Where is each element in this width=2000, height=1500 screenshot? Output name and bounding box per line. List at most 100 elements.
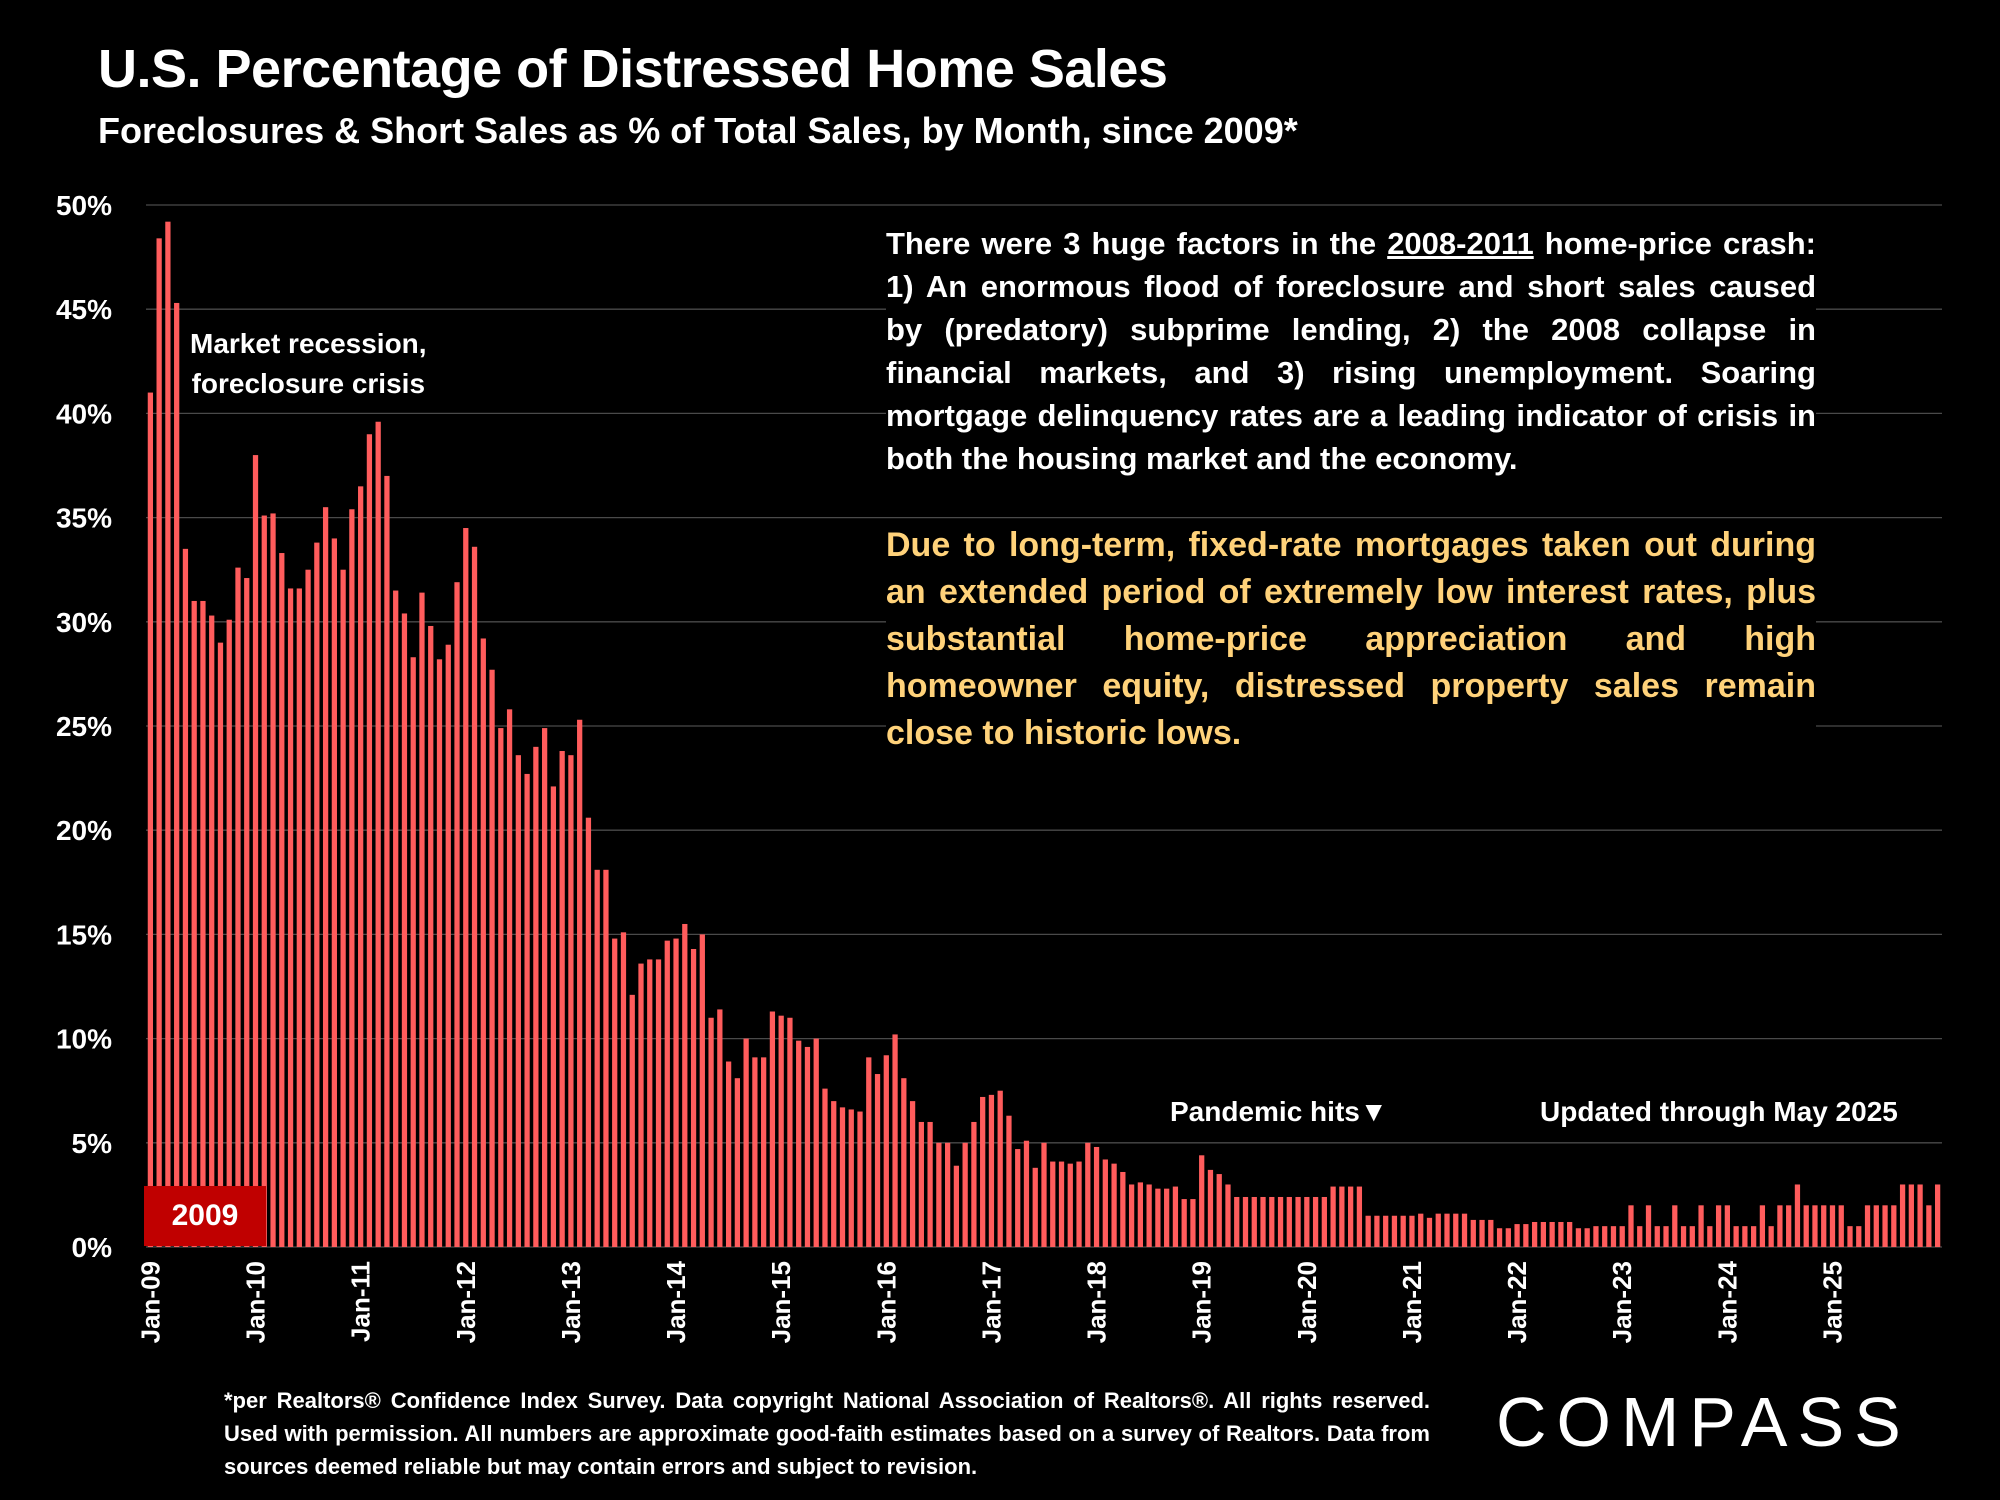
x-tick-label: Jan-19 bbox=[1187, 1261, 1217, 1343]
bar bbox=[752, 1057, 758, 1247]
x-tick-label: Jan-25 bbox=[1817, 1261, 1847, 1343]
bar bbox=[612, 938, 618, 1247]
bar bbox=[1602, 1226, 1608, 1247]
bar bbox=[1786, 1205, 1792, 1247]
bar bbox=[1199, 1155, 1205, 1247]
bar bbox=[1488, 1219, 1494, 1247]
x-tick-label: Jan-14 bbox=[661, 1260, 691, 1343]
bar bbox=[1277, 1196, 1284, 1247]
x-tick-label: Jan-13 bbox=[556, 1261, 586, 1343]
bar bbox=[1120, 1171, 1126, 1247]
x-tick-label: Jan-12 bbox=[451, 1261, 481, 1343]
bar bbox=[1803, 1205, 1809, 1247]
bar bbox=[182, 548, 189, 1247]
bar bbox=[690, 948, 697, 1247]
bar bbox=[1050, 1161, 1056, 1247]
recession-annotation: Market recession, foreclosure crisis bbox=[190, 324, 427, 404]
bar bbox=[577, 719, 583, 1247]
bar bbox=[1724, 1205, 1730, 1247]
x-tick-label: Jan-15 bbox=[766, 1261, 796, 1343]
bar bbox=[419, 592, 425, 1247]
crash-factors-post: home-price crash: 1) An enormous flood o… bbox=[886, 226, 1816, 476]
bar bbox=[296, 588, 302, 1247]
bar bbox=[804, 1046, 811, 1247]
bar bbox=[1365, 1215, 1371, 1247]
bar bbox=[1348, 1186, 1354, 1247]
bar bbox=[743, 1038, 749, 1247]
bar bbox=[1058, 1161, 1065, 1247]
x-tick-label: Jan-17 bbox=[976, 1261, 1006, 1343]
bar bbox=[1006, 1115, 1012, 1247]
bar bbox=[1663, 1226, 1669, 1247]
bar bbox=[1637, 1226, 1643, 1247]
x-tick-label: Jan-23 bbox=[1607, 1261, 1637, 1343]
bar bbox=[1225, 1184, 1231, 1247]
bar bbox=[1812, 1205, 1818, 1247]
bar bbox=[226, 619, 232, 1247]
bar bbox=[1435, 1213, 1441, 1247]
bar bbox=[384, 475, 390, 1247]
bar bbox=[717, 1009, 723, 1247]
bar bbox=[682, 923, 688, 1247]
bar bbox=[489, 669, 495, 1247]
recession-annotation-line2: foreclosure crisis bbox=[191, 368, 426, 399]
bar bbox=[1339, 1186, 1345, 1247]
y-tick-label: 15% bbox=[56, 919, 112, 950]
bar bbox=[1137, 1182, 1143, 1247]
bar bbox=[769, 1011, 776, 1247]
bar bbox=[909, 1101, 916, 1247]
bar bbox=[1216, 1174, 1222, 1247]
x-tick-label: Jan-24 bbox=[1712, 1260, 1742, 1343]
x-tick-label: Jan-18 bbox=[1082, 1261, 1112, 1343]
bar bbox=[1680, 1226, 1687, 1247]
bar bbox=[1374, 1215, 1380, 1247]
bar bbox=[1356, 1186, 1363, 1247]
bar bbox=[953, 1165, 960, 1247]
bar bbox=[874, 1074, 881, 1247]
bar bbox=[620, 932, 627, 1247]
y-axis-ticks: 0% 5% 10% 15% 20% 25% 30% 35% 40% 45% 50% bbox=[56, 190, 112, 1263]
bar bbox=[813, 1038, 819, 1247]
bar bbox=[1742, 1226, 1748, 1247]
bar bbox=[1453, 1213, 1459, 1247]
bar bbox=[1715, 1205, 1722, 1247]
bar bbox=[331, 538, 337, 1247]
bar bbox=[594, 869, 600, 1247]
bar bbox=[883, 1055, 889, 1247]
bar bbox=[1856, 1226, 1862, 1247]
bar bbox=[796, 1040, 802, 1247]
bar bbox=[1619, 1226, 1625, 1247]
bar bbox=[1934, 1184, 1941, 1247]
x-tick-label: Jan-21 bbox=[1397, 1261, 1427, 1343]
bar bbox=[927, 1121, 933, 1247]
bar bbox=[699, 934, 705, 1247]
bar bbox=[1295, 1196, 1301, 1247]
bar bbox=[314, 542, 320, 1247]
bar bbox=[533, 746, 539, 1247]
bar bbox=[1558, 1221, 1564, 1247]
bar bbox=[787, 1017, 793, 1247]
y-tick-label: 40% bbox=[56, 398, 112, 429]
bar bbox=[936, 1142, 942, 1247]
x-tick-label: Jan-10 bbox=[241, 1261, 271, 1343]
year-badge-2009: 2009 bbox=[144, 1186, 266, 1246]
bar bbox=[1102, 1159, 1108, 1247]
footnote: *per Realtors® Confidence Index Survey. … bbox=[224, 1388, 1430, 1479]
y-tick-label: 50% bbox=[56, 190, 112, 221]
bar bbox=[471, 546, 478, 1247]
bar bbox=[1085, 1142, 1091, 1247]
bar bbox=[945, 1142, 951, 1247]
compass-logo: COMPASS bbox=[1496, 1383, 1911, 1461]
bar bbox=[428, 625, 434, 1247]
bar bbox=[1584, 1228, 1590, 1247]
bar bbox=[585, 817, 592, 1247]
bar bbox=[892, 1034, 898, 1247]
bar bbox=[778, 1015, 784, 1247]
bar bbox=[1899, 1184, 1906, 1247]
bar bbox=[1304, 1196, 1310, 1247]
bar bbox=[1838, 1205, 1844, 1247]
bar bbox=[1654, 1226, 1660, 1247]
bar bbox=[918, 1121, 924, 1247]
bar bbox=[603, 869, 609, 1247]
bar bbox=[1505, 1228, 1511, 1247]
